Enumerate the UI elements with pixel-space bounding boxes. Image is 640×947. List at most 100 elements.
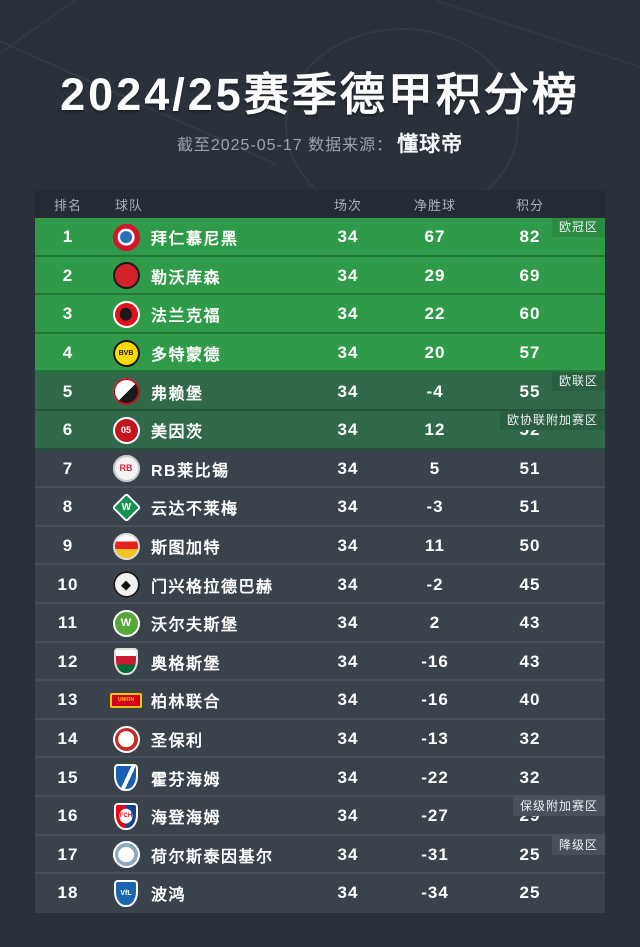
played-cell: 34 [337, 651, 359, 671]
team-logo-cell [101, 300, 151, 328]
played-cell: 34 [337, 613, 359, 633]
rank-cell: 4 [62, 343, 74, 363]
rank-cell: 1 [62, 227, 74, 247]
team-logo-cell: VfL [101, 879, 151, 907]
column-header-team: 球队 [115, 197, 144, 213]
zone-label-el: 欧联区 [551, 372, 605, 392]
mainz-logo: 05 [112, 416, 140, 444]
goal-diff-cell: 20 [424, 343, 446, 363]
team-name: 霍芬海姆 [151, 771, 222, 789]
team-name: 荷尔斯泰因基尔 [151, 848, 274, 866]
goal-diff-cell: -34 [421, 883, 449, 903]
played-cell: 34 [337, 227, 359, 247]
team-name: 多特蒙德 [151, 347, 222, 365]
team-name: 海登海姆 [151, 810, 222, 828]
leverkusen-logo [112, 262, 140, 290]
bochum-logo-text: VfL [120, 889, 132, 897]
heidenheim-logo-text: FCH [119, 813, 133, 820]
team-name: 沃尔夫斯堡 [151, 617, 239, 635]
team-logo-cell [101, 262, 151, 290]
points-cell: 40 [519, 690, 541, 710]
points-cell: 43 [519, 613, 541, 633]
wolfsburg-logo-text: W [120, 616, 132, 629]
zone-label-cl: 欧冠区 [551, 218, 605, 237]
gladbach-logo-text: ◆ [121, 577, 131, 593]
table-row-18: 18 VfL 波鸿 34 -34 25 [35, 874, 605, 913]
team-name: 弗赖堡 [151, 385, 204, 403]
mainz-logo-text: 05 [120, 424, 131, 435]
team-name: 拜仁慕尼黑 [151, 231, 239, 249]
team-name: 勒沃库森 [151, 269, 222, 287]
points-cell: 25 [519, 844, 541, 864]
team-name: 云达不莱梅 [151, 501, 239, 519]
hoffenheim-logo [114, 764, 138, 792]
rank-cell: 17 [57, 844, 79, 864]
rank-cell: 9 [62, 536, 74, 556]
table-row-7: 7 RB RB莱比锡 34 5 51 [35, 449, 605, 489]
points-cell: 32 [519, 767, 541, 787]
holstein-kiel-logo-inner [118, 846, 134, 863]
bremen-logo-text: W [121, 501, 131, 513]
team-logo-cell [101, 725, 151, 753]
bochum-logo: VfL [114, 879, 138, 907]
table-row-4: 4 BVB 多特蒙德 34 20 57 [35, 333, 605, 373]
team-logo-cell: UNION [101, 692, 151, 708]
rank-cell: 3 [62, 304, 74, 324]
rank-cell: 5 [62, 381, 74, 401]
points-cell: 51 [519, 458, 541, 478]
goal-diff-cell: 5 [429, 458, 441, 478]
union-berlin-logo-text: UNION [117, 696, 135, 703]
played-cell: 34 [337, 497, 359, 517]
goal-diff-cell: -27 [421, 806, 449, 826]
column-header-rank: 排名 [53, 197, 82, 213]
team-name: 波鸿 [151, 887, 187, 905]
bayern-logo-core [120, 231, 132, 244]
played-cell: 34 [337, 420, 359, 440]
points-cell: 32 [519, 729, 541, 749]
team-name: 圣保利 [151, 733, 204, 751]
table-row-13: 13 UNION 柏林联合 34 -16 40 [35, 681, 605, 720]
team-name: 柏林联合 [151, 694, 222, 712]
goal-diff-cell: 12 [424, 420, 446, 440]
rank-cell: 8 [62, 497, 74, 517]
goal-diff-cell: -4 [426, 381, 444, 401]
goal-diff-cell: 2 [429, 613, 441, 633]
table-row-10: 10 ◆ 门兴格拉德巴赫 34 -2 45 [35, 565, 605, 604]
team-logo-cell [101, 764, 151, 792]
played-cell: 34 [337, 844, 359, 864]
points-cell: 43 [519, 651, 541, 671]
holstein-kiel-logo [112, 841, 140, 869]
table-row-5: 5 弗赖堡 34 -4 55 [35, 372, 605, 411]
points-cell: 51 [519, 497, 541, 517]
team-name: 法兰克福 [151, 308, 222, 326]
rank-cell: 16 [57, 806, 79, 826]
goal-diff-cell: -13 [421, 729, 449, 749]
page-title: 2024/25赛季德甲积分榜 [60, 69, 580, 120]
rank-cell: 6 [62, 420, 74, 440]
team-logo-cell [101, 223, 151, 251]
points-cell: 82 [519, 227, 541, 247]
table-row-3: 3 法兰克福 34 22 60 [35, 295, 605, 334]
goal-diff-cell: 11 [425, 536, 445, 556]
goal-diff-cell: -16 [421, 651, 449, 671]
played-cell: 34 [337, 883, 359, 903]
team-logo-cell [101, 532, 151, 560]
augsburg-logo [114, 648, 138, 676]
table-row-2: 2 勒沃库森 34 29 69 [35, 256, 605, 296]
team-logo-cell [101, 648, 151, 676]
points-cell: 69 [519, 265, 541, 285]
bayern-logo [112, 223, 140, 251]
played-cell: 34 [337, 767, 359, 787]
rank-cell: 12 [57, 651, 79, 671]
team-logo-cell [101, 378, 151, 406]
played-cell: 34 [337, 729, 359, 749]
table-row-11: 11 W 沃尔夫斯堡 34 2 43 [35, 603, 605, 643]
column-header-points: 积分 [515, 197, 544, 213]
team-name: 门兴格拉德巴赫 [151, 578, 274, 596]
table-row-1: 1 拜仁慕尼黑 34 67 82 [35, 218, 605, 257]
points-cell: 25 [519, 883, 541, 903]
points-cell: 55 [519, 381, 541, 401]
team-name: 奥格斯堡 [151, 655, 222, 673]
leipzig-logo-text: RB [119, 463, 133, 474]
